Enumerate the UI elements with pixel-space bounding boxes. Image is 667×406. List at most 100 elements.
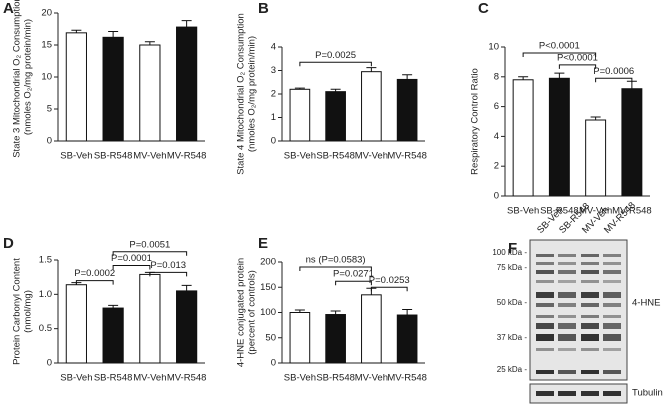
bar bbox=[621, 88, 643, 197]
error-bar bbox=[402, 74, 413, 80]
blot-band bbox=[581, 280, 599, 283]
error-bar bbox=[518, 76, 529, 80]
blot-band bbox=[536, 334, 554, 341]
blot-band bbox=[603, 370, 621, 374]
panel-letter: F bbox=[508, 240, 517, 257]
x-tick-label: SB-Veh bbox=[60, 373, 92, 384]
blot-band bbox=[558, 323, 576, 329]
blot-image bbox=[529, 239, 628, 381]
panel-letter: E bbox=[258, 235, 268, 252]
blot-band bbox=[603, 334, 621, 341]
blot-band bbox=[603, 348, 621, 351]
bar bbox=[512, 79, 534, 197]
y-axis-label: Respiratory Control Ratio bbox=[470, 68, 481, 175]
x-tick-label: SB-R548 bbox=[540, 206, 579, 217]
blot-band bbox=[603, 292, 621, 298]
blot-band bbox=[558, 303, 576, 307]
error-bar bbox=[294, 87, 305, 90]
blot-band bbox=[536, 270, 554, 274]
error-bar bbox=[181, 284, 192, 291]
error-bar bbox=[144, 41, 155, 45]
y-tick-label: 0.5 bbox=[39, 323, 52, 334]
blot-band bbox=[558, 262, 576, 265]
y-tick-label: 10 bbox=[41, 72, 52, 83]
x-tick-label: MV-Veh bbox=[579, 206, 612, 217]
x-tick-label: SB-Veh bbox=[507, 206, 539, 217]
x-tick-label: MV-Veh bbox=[355, 373, 388, 384]
x-tick-label: MV-Veh bbox=[355, 151, 388, 162]
y-axis-label: (nmoles O₂/mg protein/min) bbox=[247, 36, 258, 152]
significance-label: ns (P=0.0583) bbox=[306, 255, 366, 266]
x-tick-label: SB-R548 bbox=[94, 151, 133, 162]
blot-band bbox=[536, 292, 554, 298]
bar bbox=[396, 78, 418, 142]
significance-bracket bbox=[112, 251, 188, 256]
error-bar bbox=[330, 310, 341, 315]
panel-letter: B bbox=[258, 0, 269, 17]
significance-bracket bbox=[335, 280, 372, 286]
x-tick-label: SB-R548 bbox=[94, 373, 133, 384]
significance-bracket bbox=[595, 77, 633, 83]
panel-letter: D bbox=[3, 235, 14, 252]
bar bbox=[176, 26, 198, 142]
significance-bracket bbox=[299, 61, 372, 67]
tubulin-band bbox=[536, 391, 554, 396]
y-tick-label: 0 bbox=[271, 358, 276, 369]
error-bar bbox=[294, 309, 305, 313]
blot-band bbox=[603, 315, 621, 318]
y-axis-label: (nmoles O₂/mg protein/min) bbox=[23, 19, 34, 135]
blot-label: Tubulin bbox=[632, 388, 663, 399]
significance-bracket bbox=[75, 280, 114, 285]
bar bbox=[289, 88, 311, 142]
y-axis-label: (nmol/mg) bbox=[23, 290, 34, 333]
tubulin-band bbox=[603, 391, 621, 396]
x-tick-label: MV-R548 bbox=[387, 151, 427, 162]
significance-label: P=0.0002 bbox=[74, 268, 115, 279]
error-bar bbox=[590, 116, 601, 121]
error-bar bbox=[554, 72, 565, 79]
y-tick-label: 15 bbox=[41, 40, 52, 51]
x-tick-label: MV-R548 bbox=[387, 373, 427, 384]
error-bar bbox=[181, 20, 192, 28]
blot-band bbox=[581, 254, 599, 257]
blot-band bbox=[558, 292, 576, 298]
significance-label: P<0.0001 bbox=[539, 40, 580, 51]
blot-band bbox=[603, 323, 621, 329]
x-tick-label: SB-R548 bbox=[316, 373, 355, 384]
y-tick-label: 8 bbox=[494, 71, 499, 82]
bar bbox=[396, 314, 418, 364]
panel-letter: C bbox=[478, 0, 489, 17]
x-tick-label: MV-R548 bbox=[167, 151, 207, 162]
y-tick-label: 0 bbox=[271, 136, 276, 147]
error-bar bbox=[402, 308, 413, 316]
marker-label: 50 kDa - bbox=[497, 298, 528, 307]
x-tick-label: MV-R548 bbox=[612, 206, 652, 217]
y-tick-label: 1.0 bbox=[39, 289, 52, 300]
blot-band bbox=[536, 280, 554, 283]
tubulin-band bbox=[558, 391, 576, 396]
bar bbox=[289, 312, 311, 364]
error-bar bbox=[330, 88, 341, 92]
bar bbox=[361, 71, 382, 142]
blot-band bbox=[581, 270, 599, 274]
y-tick-label: 1 bbox=[271, 112, 276, 123]
error-bar bbox=[71, 29, 82, 33]
significance-bracket bbox=[149, 271, 188, 277]
y-axis-label: State 3 Mitochondrial O₂ Consumption bbox=[12, 0, 23, 158]
x-tick-label: SB-Veh bbox=[284, 373, 316, 384]
y-tick-label: 4 bbox=[494, 131, 499, 142]
tubulin-image bbox=[529, 383, 628, 404]
blot-band bbox=[536, 262, 554, 265]
blot-band bbox=[558, 370, 576, 374]
significance-bracket bbox=[522, 52, 597, 57]
y-axis-label: 4-HNE conjugated protein bbox=[236, 258, 247, 367]
y-tick-label: 6 bbox=[494, 101, 499, 112]
significance-label: P=0.0001 bbox=[111, 253, 152, 264]
marker-label: 25 kDa - bbox=[497, 365, 528, 374]
error-bar bbox=[108, 304, 119, 309]
blot-band bbox=[581, 315, 599, 318]
bar bbox=[139, 44, 161, 142]
marker-label: 100 kDa - bbox=[492, 248, 527, 257]
tubulin-band bbox=[581, 391, 599, 396]
